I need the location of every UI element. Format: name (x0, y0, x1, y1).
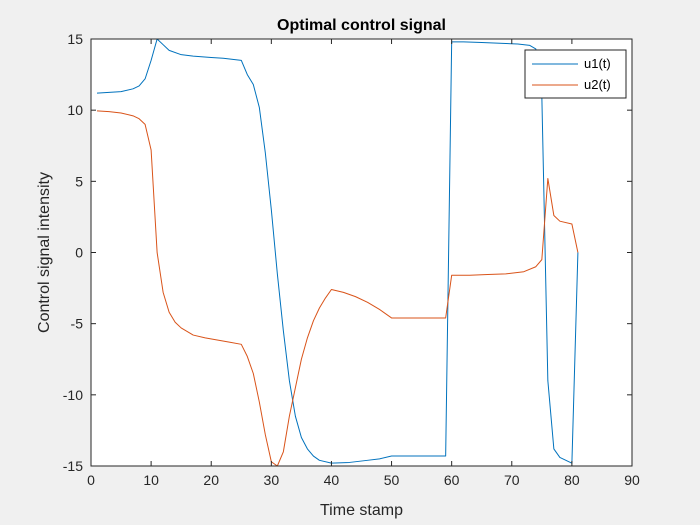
x-tick-label: 40 (324, 472, 340, 488)
chart-title: Optimal control signal (277, 17, 446, 34)
x-tick-label: 0 (87, 472, 95, 488)
x-tick-label: 60 (444, 472, 460, 488)
x-tick-label: 90 (624, 472, 640, 488)
series-line-1 (96, 38, 579, 464)
y-tick-label: -15 (63, 458, 83, 474)
x-axis-label: Time stamp (320, 502, 403, 519)
y-tick-label: 5 (75, 173, 83, 189)
legend-box (524, 49, 627, 99)
y-tick-label: 0 (75, 245, 83, 261)
legend-entry-label: u1(t) (584, 56, 611, 71)
legend: u1(t) u2(t) (524, 49, 627, 99)
x-tick-label: 20 (203, 472, 219, 488)
plot-area (91, 39, 632, 466)
x-tick-label: 10 (143, 472, 159, 488)
x-tick-label: 80 (564, 472, 580, 488)
x-tick-label: 70 (504, 472, 520, 488)
legend-entry-label: u2(t) (584, 77, 611, 92)
y-axis-label: Control signal intensity (36, 172, 53, 333)
y-tick-label: 10 (67, 102, 83, 118)
x-tick-label: 50 (384, 472, 400, 488)
y-tick-label: -5 (71, 316, 84, 332)
series-line-2 (96, 110, 579, 467)
y-tick-label: 15 (67, 31, 83, 47)
y-tick-label: -10 (63, 387, 83, 403)
series-layer (96, 38, 579, 467)
x-tick-label: 30 (264, 472, 280, 488)
tick-layer: 0 10 20 30 40 50 60 70 80 90 -15 -10 -5 0 5 10 15 (63, 31, 640, 488)
